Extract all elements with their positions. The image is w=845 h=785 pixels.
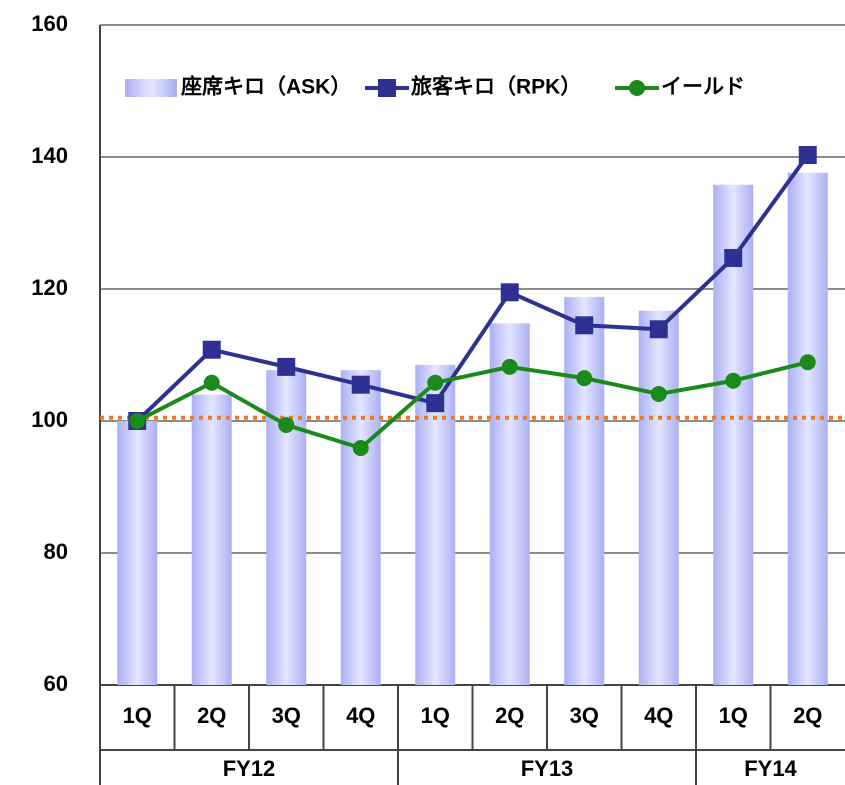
marker bbox=[629, 80, 645, 96]
marker bbox=[799, 354, 816, 371]
x-tick-label: 3Q bbox=[570, 703, 599, 728]
marker bbox=[129, 413, 146, 429]
y-tick-label: 100 bbox=[31, 407, 68, 432]
y-tick-label: 80 bbox=[44, 539, 68, 564]
marker bbox=[202, 340, 221, 359]
bar bbox=[415, 364, 456, 685]
bar bbox=[564, 296, 605, 685]
x-tick-label: 4Q bbox=[644, 703, 673, 728]
legend-label: 旅客キロ（RPK） bbox=[411, 75, 581, 99]
group-label: FY14 bbox=[744, 756, 797, 781]
bar bbox=[117, 421, 158, 685]
x-tick-label: 4Q bbox=[346, 703, 375, 728]
legend-label: イールド bbox=[661, 76, 745, 99]
x-tick-label: 2Q bbox=[793, 703, 822, 728]
marker bbox=[203, 374, 220, 391]
x-tick-label: 1Q bbox=[421, 703, 450, 728]
legend: 座席キロ（ASK） 旅客キロ（RPK） イールド bbox=[125, 75, 745, 99]
marker bbox=[724, 248, 743, 267]
marker bbox=[575, 316, 594, 335]
y-tick-label: 60 bbox=[44, 671, 68, 696]
bar bbox=[489, 323, 530, 685]
marker bbox=[649, 320, 668, 339]
marker bbox=[278, 416, 295, 433]
marker bbox=[650, 385, 667, 402]
marker bbox=[576, 370, 593, 387]
marker bbox=[351, 375, 370, 394]
x-tick-label: 1Q bbox=[719, 703, 748, 728]
y-tick-label: 160 bbox=[31, 11, 68, 36]
bar bbox=[340, 370, 381, 685]
x-tick-label: 2Q bbox=[495, 703, 524, 728]
marker bbox=[798, 146, 817, 165]
x-tick-label: 1Q bbox=[123, 703, 152, 728]
bar bbox=[191, 394, 232, 685]
marker bbox=[426, 394, 445, 413]
bar bbox=[638, 310, 679, 685]
marker bbox=[427, 374, 444, 391]
legend-swatch bbox=[125, 79, 177, 97]
marker bbox=[277, 357, 296, 376]
marker bbox=[352, 440, 369, 457]
bar bbox=[787, 172, 828, 686]
y-tick-label: 140 bbox=[31, 143, 68, 168]
marker bbox=[725, 372, 742, 389]
line bbox=[136, 360, 809, 451]
y-tick-label: 120 bbox=[31, 275, 68, 300]
x-tick-label: 2Q bbox=[197, 703, 226, 728]
x-tick-label: 3Q bbox=[272, 703, 301, 728]
group-label: FY12 bbox=[223, 756, 276, 781]
marker bbox=[501, 358, 518, 375]
group-label: FY13 bbox=[521, 756, 574, 781]
line bbox=[135, 153, 810, 423]
legend-label: 座席キロ（ASK） bbox=[181, 75, 351, 99]
marker bbox=[500, 283, 519, 302]
marker bbox=[378, 79, 396, 97]
